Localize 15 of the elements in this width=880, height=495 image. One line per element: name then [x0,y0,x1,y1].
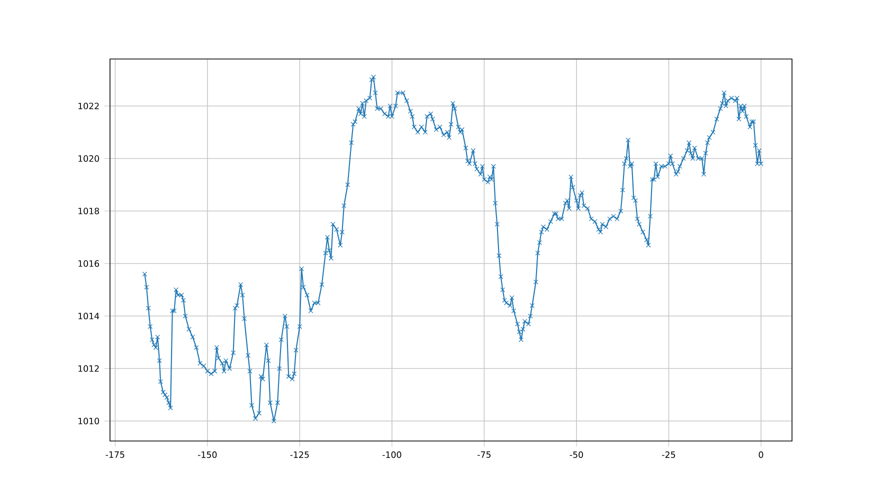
x-tick-label: -25 [662,451,676,458]
x-tick-label: -100 [382,451,402,458]
x-tick-label: -75 [478,451,491,458]
y-tick-label: 1014 [78,312,100,320]
y-tick-label: 1012 [78,365,99,372]
y-tick-label: 1018 [78,208,100,214]
x-tick-label: -50 [570,451,583,458]
x-tick-label: -125 [290,451,309,458]
x-tick-label: -175 [106,451,124,458]
y-tick-label: 1022 [78,102,99,110]
y-tick-label: 1016 [78,260,100,267]
x-tick-label: 0 [758,451,764,458]
y-tick-label: 1020 [78,155,100,162]
x-tick-label: -150 [198,451,217,458]
y-tick-label: 1010 [78,418,100,424]
